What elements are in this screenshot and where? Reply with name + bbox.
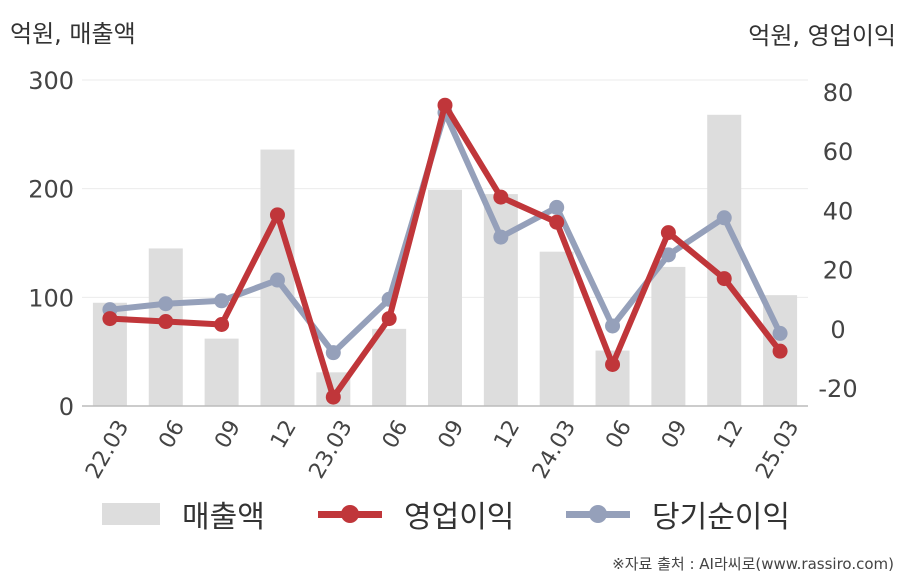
x-axis-tick-label: 12 (266, 416, 302, 453)
x-axis-tick-label: 23.03 (305, 416, 358, 483)
x-axis-tick-label: 09 (210, 416, 246, 453)
operating-profit-point (381, 311, 397, 327)
right-axis-tick-label: -20 (818, 375, 857, 403)
operating-profit-point (549, 214, 565, 230)
net-income-point (605, 318, 621, 334)
right-axis-tick-label: 60 (823, 138, 854, 166)
right-axis-tick-label: 40 (823, 197, 854, 225)
operating-profit-point (716, 271, 732, 287)
operating-profit-point (102, 311, 118, 327)
operating-profit-point (214, 317, 230, 332)
x-axis-tick-label: 25.03 (751, 416, 804, 483)
legend-operating-profit: 영업이익 (318, 492, 514, 536)
net-income-point (325, 345, 341, 361)
net-income-point (493, 229, 509, 245)
left-axis-tick-label: 300 (28, 67, 74, 95)
legend-revenue: 매출액 (102, 492, 265, 536)
net-income-point (549, 199, 565, 215)
legend-net-income-swatch (566, 502, 630, 526)
revenue-bar (707, 114, 742, 407)
x-axis-tick-label: 12 (713, 416, 749, 453)
net-income-point (214, 293, 230, 309)
operating-profit-point (660, 225, 676, 241)
left-axis-unit: 억원, 매출액 (10, 20, 136, 48)
net-income-point (269, 272, 285, 288)
revenue-bar (539, 251, 574, 406)
x-axis-tick-label: 24.03 (528, 416, 581, 483)
right-axis-tick-label: 20 (823, 257, 854, 285)
legend-operating-profit-swatch (318, 502, 382, 526)
right-axis-tick-label: 80 (823, 79, 854, 107)
legend-revenue-swatch (102, 503, 160, 525)
x-axis-tick-label: 09 (657, 416, 693, 453)
net-income-point (660, 247, 676, 263)
left-axis-tick-label: 200 (28, 176, 74, 204)
operating-profit-point (493, 189, 509, 205)
source-credit: ※자료 출처 : AI라씨로(www.rassiro.com) (612, 555, 894, 573)
x-axis-tick-label: 06 (378, 416, 414, 453)
operating-profit-point (158, 314, 174, 330)
revenue-bar (483, 194, 518, 406)
net-income-point (716, 210, 732, 226)
legend-net-income: 당기순이익 (566, 492, 790, 536)
legend-operating-profit-label: 영업이익 (404, 500, 515, 535)
net-income-point (158, 296, 174, 312)
revenue-bar (428, 189, 462, 406)
operating-profit-point (437, 97, 453, 113)
left-axis-tick-label: 0 (59, 393, 74, 421)
operating-profit-point (772, 343, 788, 359)
left-axis-tick-label: 100 (28, 284, 74, 312)
x-axis-tick-label: 22.03 (81, 416, 134, 483)
right-axis-tick-label: 0 (830, 316, 845, 344)
x-axis-tick-label: 06 (154, 416, 190, 453)
right-axis-unit: 억원, 영업이익 (748, 22, 896, 50)
x-axis-tick-label: 09 (434, 416, 470, 453)
x-axis-tick-label: 06 (601, 416, 637, 453)
legend-revenue-label: 매출액 (182, 500, 265, 535)
operating-profit-point (605, 357, 621, 373)
legend-net-income-label: 당기순이익 (652, 500, 790, 535)
x-axis-tick-label: 12 (490, 416, 526, 453)
revenue-bar (651, 266, 686, 406)
operating-profit-point (269, 207, 285, 223)
revenue-bar (372, 328, 407, 406)
operating-profit-point (325, 389, 341, 405)
revenue-bar (204, 338, 239, 406)
net-income-point (772, 325, 788, 341)
